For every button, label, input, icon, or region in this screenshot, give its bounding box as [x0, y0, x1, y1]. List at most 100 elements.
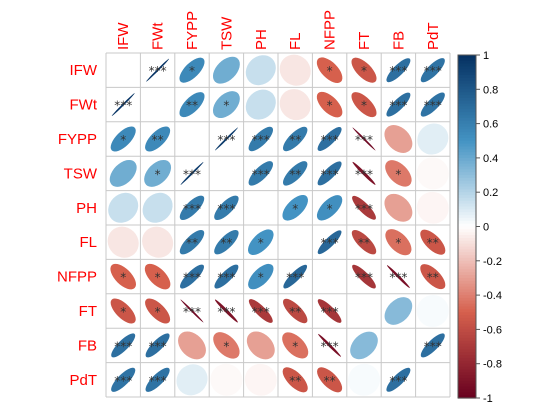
colorbar-segment: [458, 317, 476, 322]
corr-ellipse-FYPP-FT: [352, 127, 376, 151]
column-label-FWt: FWt: [150, 22, 167, 50]
corr-ellipse-NFPP-FWt: [144, 263, 171, 290]
column-label-TSW: TSW: [218, 16, 235, 50]
corr-ellipse-FYPP-FL: [282, 126, 308, 152]
corr-ellipse-FWt-FB: [386, 92, 411, 117]
colorbar-tick-label: -0.6: [483, 324, 502, 336]
colorbar-segment: [458, 300, 476, 305]
row-label-TSW: TSW: [64, 165, 98, 182]
corr-ellipse-TSW-NFPP: [317, 161, 342, 186]
significance-stars-TSW-FT: ***: [355, 167, 373, 181]
matrix-cells: *** * * * *** ****** ** * * * *** **** ** *** *** ** ***…: [107, 54, 449, 396]
colorbar-segment: [458, 106, 476, 110]
colorbar-segment: [458, 126, 476, 130]
corr-ellipse-FT-IFW: [110, 298, 136, 324]
colorbar-segment: [458, 326, 476, 330]
colorbar-segment: [458, 329, 476, 333]
colorbar-segment: [458, 192, 476, 196]
corr-ellipse-FWt-FYPP: [179, 92, 205, 118]
significance-stars-PH-FL: *: [292, 202, 298, 216]
corr-ellipse-FWt-FL: [279, 89, 311, 121]
corr-ellipse-FL-FYPP: [179, 229, 205, 255]
matrix-grid: [105, 52, 451, 398]
corr-ellipse-FT-TSW: [214, 299, 238, 323]
significance-stars-FL-NFPP: ***: [321, 236, 339, 250]
corr-ellipse-FB-PdT: [420, 333, 445, 358]
column-label-PdT: PdT: [425, 22, 442, 50]
corr-ellipse-TSW-FWt: [144, 159, 172, 187]
colorbar-segment: [458, 83, 476, 88]
significance-stars-NFPP-IFW: *: [120, 271, 126, 285]
colorbar-segment: [458, 306, 476, 310]
colorbar-segment: [458, 206, 476, 210]
colorbar-segment: [458, 252, 476, 256]
colorbar-segment: [458, 266, 476, 270]
significance-stars-NFPP-PdT: **: [427, 271, 439, 285]
corr-ellipse-NFPP-FB: [386, 265, 410, 289]
corr-ellipse-FL-PdT: [420, 229, 446, 255]
significance-stars-NFPP-FT: ***: [355, 271, 373, 285]
colorbar-segment: [458, 117, 476, 122]
corr-ellipse-FT-FL: [282, 298, 308, 324]
significance-stars-NFPP-FYPP: ***: [183, 271, 201, 285]
corr-ellipse-IFW-FL: [279, 54, 311, 86]
colorbar-segment: [458, 349, 476, 353]
colorbar-segment: [458, 203, 476, 208]
colorbar-segment: [458, 57, 476, 62]
colorbar-segment: [458, 303, 476, 308]
colorbar-segment: [458, 383, 476, 388]
corr-ellipse-NFPP-IFW: [110, 263, 136, 290]
colorbar-segment: [458, 363, 476, 368]
corr-ellipse-FWt-PdT: [420, 92, 445, 117]
colorbar-segment: [458, 237, 476, 242]
significance-stars-FYPP-PH: ***: [252, 133, 270, 147]
colorbar-segment: [458, 135, 476, 139]
significance-stars-IFW-FT: *: [361, 64, 367, 78]
colorbar-segment: [458, 112, 476, 116]
colorbar-segment: [458, 77, 476, 82]
colorbar-segment: [458, 286, 476, 290]
colorbar-segment: [458, 352, 476, 356]
colorbar-segment: [458, 315, 476, 319]
corr-ellipse-PdT-IFW: [111, 367, 136, 392]
colorbar-segment: [458, 343, 476, 348]
corr-ellipse-FB-NFPP: [318, 333, 342, 357]
significance-stars-FYPP-IFW: *: [120, 133, 126, 147]
colorbar-segment: [458, 103, 476, 108]
corr-ellipse-IFW-FT: [351, 57, 377, 83]
row-label-FWt: FWt: [70, 97, 98, 114]
colorbar-segment: [458, 169, 476, 173]
colorbar-segment: [458, 163, 476, 168]
colorbar-segment: [458, 360, 476, 365]
row-label-FT: FT: [79, 303, 97, 320]
colorbar-segment: [458, 292, 476, 296]
corr-ellipse-PH-FT: [352, 195, 376, 220]
significance-stars-FWt-NFPP: *: [327, 99, 333, 113]
colorbar-segment: [458, 72, 476, 76]
colorbar-segment: [458, 183, 476, 188]
colorbar-segment: [458, 146, 476, 150]
corr-ellipse-TSW-FT: [352, 161, 376, 185]
corr-ellipse-FL-PH: [248, 229, 274, 255]
corr-ellipse-TSW-FB: [385, 160, 412, 187]
corr-ellipse-FWt-TSW: [212, 91, 240, 119]
colorbar-segment: [458, 89, 476, 93]
corr-ellipse-FYPP-TSW: [214, 127, 238, 151]
corr-ellipse-FL-FT: [351, 229, 377, 255]
colorbar-segment: [458, 200, 476, 205]
colorbar-segment: [458, 240, 476, 245]
corr-ellipse-NFPP-FT: [352, 264, 376, 289]
significance-stars-FT-NFPP: ***: [321, 305, 339, 319]
significance-stars-TSW-FL: **: [289, 167, 301, 181]
colorbar-segment: [458, 312, 476, 316]
colorbar-tick-label: -0.4: [483, 290, 502, 302]
colorbar-segment: [458, 272, 476, 276]
corr-ellipse-FL-TSW: [214, 229, 239, 255]
colorbar-segment: [458, 249, 476, 253]
colorbar-segment: [458, 189, 476, 193]
corr-ellipse-IFW-FB: [386, 58, 411, 83]
significance-stars-FT-FWt: *: [155, 305, 161, 319]
colorbar-tick-label: 0.8: [483, 84, 498, 96]
significance-stars-FWt-FB: ***: [389, 99, 407, 113]
corr-ellipse-PH-FB: [384, 193, 413, 222]
